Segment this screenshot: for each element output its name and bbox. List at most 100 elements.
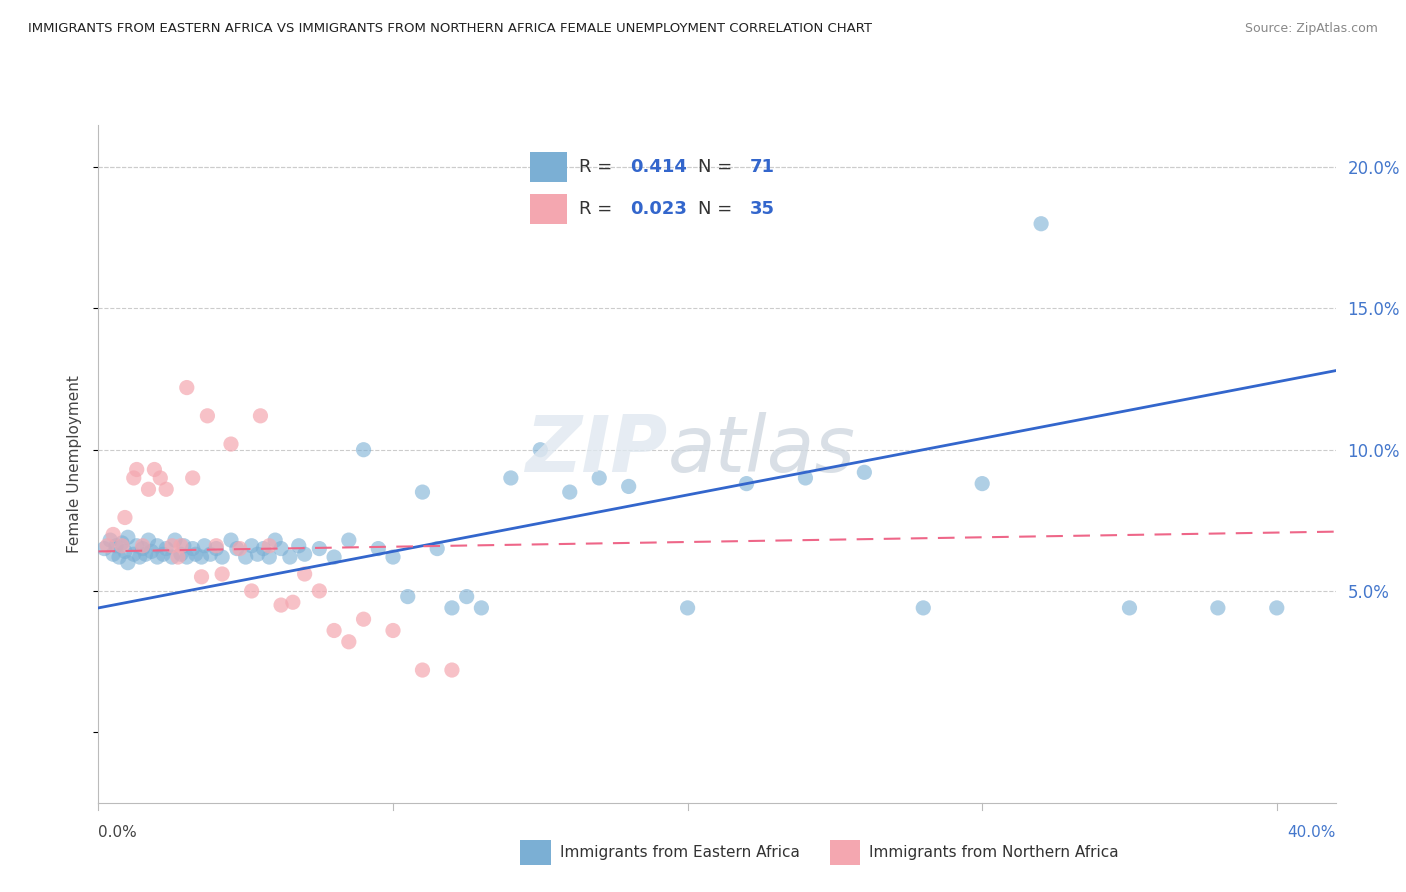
Point bbox=[287, 539, 309, 553]
Point bbox=[308, 541, 330, 556]
Text: Immigrants from Northern Africa: Immigrants from Northern Africa bbox=[869, 846, 1119, 860]
Point bbox=[93, 541, 115, 556]
Point bbox=[353, 612, 375, 626]
Point bbox=[138, 533, 160, 547]
Text: 0.414: 0.414 bbox=[630, 158, 688, 176]
Point bbox=[173, 539, 195, 553]
Point bbox=[167, 549, 190, 565]
Point bbox=[111, 536, 134, 550]
Point bbox=[125, 539, 148, 553]
Point bbox=[155, 483, 177, 497]
Point bbox=[1029, 217, 1052, 231]
Text: 71: 71 bbox=[749, 158, 775, 176]
Point bbox=[278, 549, 301, 565]
Point bbox=[176, 381, 198, 395]
Point bbox=[101, 547, 124, 561]
Point bbox=[225, 541, 247, 556]
Text: Immigrants from Eastern Africa: Immigrants from Eastern Africa bbox=[560, 846, 800, 860]
Point bbox=[294, 567, 316, 582]
Point bbox=[308, 584, 330, 599]
Point bbox=[149, 471, 172, 485]
Point bbox=[1118, 601, 1140, 615]
Point bbox=[499, 471, 522, 485]
Point bbox=[211, 549, 233, 565]
Point bbox=[152, 547, 174, 561]
Point bbox=[143, 462, 166, 476]
Text: atlas: atlas bbox=[668, 412, 855, 488]
Point bbox=[323, 624, 346, 638]
Text: 35: 35 bbox=[749, 200, 775, 218]
Text: IMMIGRANTS FROM EASTERN AFRICA VS IMMIGRANTS FROM NORTHERN AFRICA FEMALE UNEMPLO: IMMIGRANTS FROM EASTERN AFRICA VS IMMIGR… bbox=[28, 22, 872, 36]
Point bbox=[135, 547, 157, 561]
Point bbox=[529, 442, 551, 457]
Point bbox=[108, 549, 131, 565]
Point bbox=[440, 663, 463, 677]
Text: Source: ZipAtlas.com: Source: ZipAtlas.com bbox=[1244, 22, 1378, 36]
Point bbox=[160, 539, 183, 553]
Point bbox=[114, 544, 136, 558]
Point bbox=[240, 584, 263, 599]
Point bbox=[181, 471, 204, 485]
Point bbox=[588, 471, 610, 485]
Point bbox=[122, 547, 145, 561]
Point bbox=[382, 624, 405, 638]
Point bbox=[367, 541, 389, 556]
Text: N =: N = bbox=[699, 200, 738, 218]
Point bbox=[912, 601, 935, 615]
Point bbox=[259, 549, 281, 565]
Point bbox=[96, 539, 118, 553]
Point bbox=[193, 539, 215, 553]
Point bbox=[323, 549, 346, 565]
Point bbox=[456, 590, 478, 604]
Text: 0.0%: 0.0% bbox=[98, 825, 138, 840]
Point bbox=[794, 471, 817, 485]
Text: R =: R = bbox=[579, 200, 617, 218]
Point bbox=[170, 547, 193, 561]
Point bbox=[337, 635, 360, 649]
Point bbox=[200, 547, 222, 561]
Point bbox=[411, 663, 433, 677]
Text: N =: N = bbox=[699, 158, 738, 176]
Point bbox=[105, 539, 128, 553]
Point bbox=[128, 549, 150, 565]
Y-axis label: Female Unemployment: Female Unemployment bbox=[67, 375, 83, 553]
Point bbox=[114, 510, 136, 524]
Point bbox=[259, 539, 281, 553]
FancyBboxPatch shape bbox=[530, 194, 568, 224]
Point bbox=[440, 601, 463, 615]
Point bbox=[117, 556, 139, 570]
Point bbox=[125, 462, 148, 476]
Point bbox=[211, 567, 233, 582]
Point bbox=[101, 527, 124, 541]
Point bbox=[426, 541, 449, 556]
Point bbox=[205, 541, 228, 556]
Point bbox=[205, 539, 228, 553]
Point bbox=[141, 544, 163, 558]
Point bbox=[617, 479, 640, 493]
Point bbox=[246, 547, 269, 561]
Point bbox=[111, 539, 134, 553]
Point bbox=[235, 549, 257, 565]
Point bbox=[470, 601, 492, 615]
Point bbox=[972, 476, 994, 491]
Point bbox=[249, 409, 271, 423]
Text: 40.0%: 40.0% bbox=[1288, 825, 1336, 840]
Point bbox=[676, 601, 699, 615]
Point bbox=[1265, 601, 1288, 615]
Text: R =: R = bbox=[579, 158, 617, 176]
Point bbox=[122, 471, 145, 485]
Point bbox=[190, 570, 212, 584]
Point bbox=[190, 549, 212, 565]
Point bbox=[197, 409, 219, 423]
Point bbox=[264, 533, 287, 547]
FancyBboxPatch shape bbox=[530, 152, 568, 182]
Point bbox=[229, 541, 252, 556]
Point bbox=[155, 541, 177, 556]
Point bbox=[176, 549, 198, 565]
Point bbox=[146, 549, 169, 565]
Point bbox=[138, 483, 160, 497]
Point bbox=[219, 437, 242, 451]
Point bbox=[558, 485, 581, 500]
Point bbox=[170, 539, 193, 553]
Point bbox=[396, 590, 419, 604]
